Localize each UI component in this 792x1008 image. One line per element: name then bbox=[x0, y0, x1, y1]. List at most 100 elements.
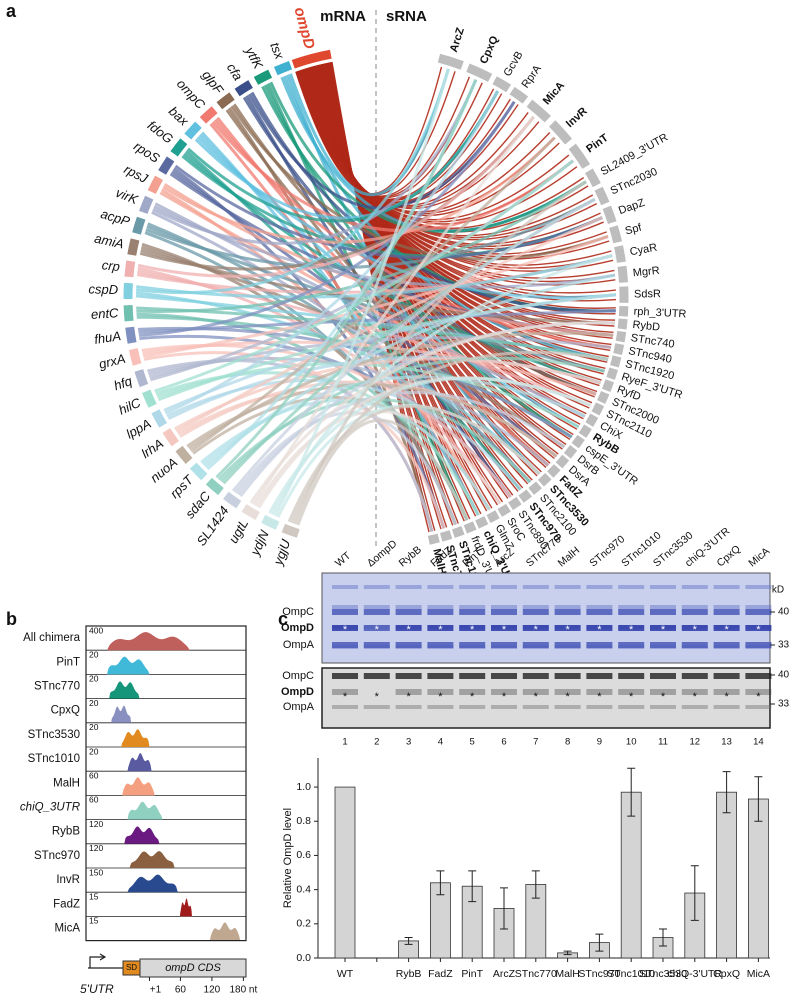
x-tick-label: STnc770 bbox=[515, 968, 557, 980]
srna-arc bbox=[492, 76, 512, 93]
srna-label: InvR bbox=[564, 105, 590, 130]
srna-arc bbox=[563, 445, 578, 459]
mrna-label: virK bbox=[114, 185, 142, 208]
gel-band bbox=[586, 605, 613, 609]
chord-link bbox=[290, 351, 609, 524]
gel-band bbox=[332, 605, 358, 609]
coverage-peak bbox=[106, 656, 150, 675]
gel-band bbox=[681, 609, 708, 615]
mrna-arc bbox=[170, 138, 188, 157]
x-tick-label: STnc3530 bbox=[639, 968, 687, 980]
gel-band bbox=[395, 625, 422, 631]
gel-band bbox=[554, 605, 581, 609]
mrna-label: ygjU bbox=[270, 537, 294, 568]
band-star: * bbox=[597, 691, 602, 703]
srna-arc bbox=[437, 53, 464, 70]
chord-link bbox=[296, 418, 469, 526]
chord-link bbox=[138, 100, 516, 337]
band-star: * bbox=[502, 691, 507, 703]
srna-title: sRNA bbox=[386, 8, 427, 25]
srna-arc bbox=[606, 367, 619, 380]
band-star: * bbox=[470, 691, 475, 703]
band-label: OmpC bbox=[282, 670, 314, 682]
mrna-label: ugtL bbox=[226, 516, 252, 545]
srna-label: PinT bbox=[584, 132, 611, 156]
chord-link bbox=[220, 356, 605, 483]
gel-band bbox=[745, 585, 772, 589]
blot-band bbox=[713, 705, 740, 709]
mrna-label: rpsJ bbox=[122, 161, 151, 186]
error-bar bbox=[627, 767, 636, 817]
gel-band bbox=[586, 585, 613, 589]
lane-number: 1 bbox=[342, 737, 347, 748]
x-tick-label: FadZ bbox=[428, 968, 453, 980]
mrna-arc bbox=[124, 260, 136, 278]
coverage-peak bbox=[122, 777, 155, 796]
track-max: 15 bbox=[89, 916, 99, 926]
band-label: OmpD bbox=[281, 686, 314, 698]
mrna-label: crp bbox=[101, 257, 121, 274]
gel-band bbox=[681, 642, 708, 648]
mrna-label: cspD bbox=[88, 281, 118, 297]
blot-band bbox=[363, 705, 390, 709]
gel-band bbox=[491, 625, 517, 631]
srna-arc bbox=[528, 481, 542, 495]
gel-band bbox=[427, 605, 454, 609]
blot-band bbox=[681, 705, 708, 709]
chord-links bbox=[135, 61, 617, 533]
y-axis-title: Relative OmpD level bbox=[282, 808, 294, 908]
band-star: * bbox=[438, 691, 443, 703]
srna-arc bbox=[585, 413, 599, 427]
mrna-arc bbox=[291, 49, 332, 69]
srna-arc bbox=[610, 355, 622, 368]
gel-band bbox=[522, 642, 549, 648]
blot-band bbox=[491, 689, 517, 695]
band-label: OmpA bbox=[283, 701, 315, 713]
mrna-arc bbox=[127, 238, 140, 256]
gel-band bbox=[459, 642, 486, 648]
track-name: MicA bbox=[54, 923, 80, 935]
error-bar bbox=[531, 870, 540, 899]
chord-link bbox=[135, 291, 541, 476]
srna-label: MalH bbox=[430, 547, 448, 575]
gel-band bbox=[745, 642, 772, 648]
blot-band bbox=[332, 689, 358, 695]
lane-label: ΔompD bbox=[365, 537, 400, 569]
band-star: * bbox=[565, 624, 570, 636]
track-max: 20 bbox=[89, 674, 99, 684]
gel-band bbox=[395, 609, 422, 615]
lane-number: 2 bbox=[374, 737, 379, 748]
gel-band bbox=[713, 609, 740, 615]
lane-label: CpxQ bbox=[715, 543, 743, 569]
track-max: 120 bbox=[89, 819, 103, 829]
gel-band bbox=[363, 585, 390, 589]
srna-label: MicA bbox=[541, 80, 567, 108]
band-star: * bbox=[693, 624, 698, 636]
mrna-arc bbox=[175, 445, 193, 464]
mrna-arc bbox=[128, 348, 142, 366]
band-star: * bbox=[597, 624, 602, 636]
cds-box bbox=[139, 958, 247, 978]
gel-band bbox=[332, 642, 358, 648]
gel-band bbox=[363, 605, 390, 609]
band-star: * bbox=[629, 691, 634, 703]
chord-link bbox=[249, 321, 615, 504]
blot-band bbox=[554, 705, 581, 709]
x-tick-label: 180 nt bbox=[229, 985, 257, 996]
srna-arc bbox=[585, 168, 601, 188]
panel-label: c bbox=[278, 609, 288, 629]
chord-link bbox=[250, 91, 616, 313]
mrna-arc bbox=[123, 305, 134, 322]
blot-band bbox=[618, 705, 645, 709]
blot-band bbox=[586, 705, 613, 709]
band-star: * bbox=[661, 691, 666, 703]
gel-band bbox=[554, 625, 581, 631]
mrna-arc bbox=[151, 409, 168, 428]
bar bbox=[748, 798, 769, 959]
gel-band bbox=[522, 585, 549, 589]
band-star: * bbox=[756, 691, 761, 703]
blot-band bbox=[586, 689, 613, 695]
gel-band bbox=[459, 609, 486, 615]
srna-arc bbox=[597, 390, 610, 404]
gel-band bbox=[491, 642, 517, 648]
